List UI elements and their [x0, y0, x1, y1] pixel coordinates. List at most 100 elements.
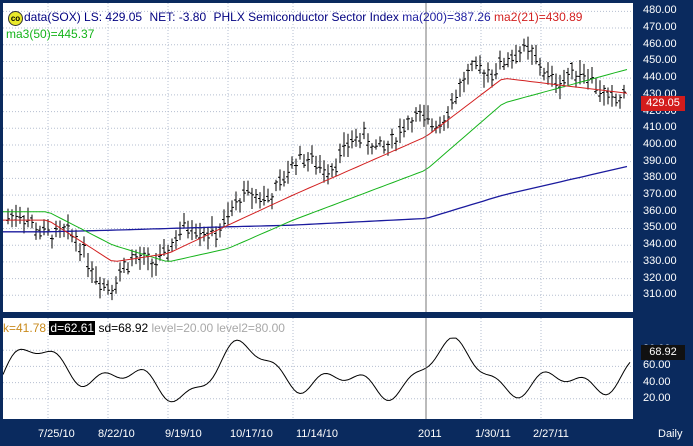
- ohlc-bar: [30, 214, 34, 229]
- price-tick-label: 370.00: [643, 188, 677, 201]
- ohlc-bar: [198, 222, 202, 247]
- ma50-line: [3, 69, 628, 262]
- ohlc-bar: [458, 78, 462, 97]
- price-gridlines: [3, 3, 633, 312]
- ohlc-bar: [354, 128, 358, 147]
- price-chart-svg[interactable]: [3, 3, 633, 312]
- ohlc-bar: [462, 71, 466, 93]
- ohlc-bar: [326, 164, 330, 185]
- ohlc-bar: [130, 249, 134, 267]
- ohlc-bar: [126, 262, 130, 275]
- oscillator-gridlines: [3, 318, 633, 419]
- oscillator-chart-svg[interactable]: [3, 318, 633, 419]
- ohlc-bar: [66, 214, 70, 240]
- ohlc-bar: [562, 69, 566, 88]
- ohlc-bar: [426, 105, 430, 125]
- ohlc-bar: [346, 133, 350, 158]
- ohlc-bar: [382, 140, 386, 154]
- price-pane[interactable]: co data(SOX) LS: 429.05 NET: -3.80 PHLX …: [3, 3, 633, 312]
- ohlc-bar: [534, 44, 538, 65]
- osc-tick-label: 20.00: [643, 391, 671, 404]
- date-tick-label: 11/14/10: [296, 428, 339, 440]
- price-header: data(SOX) LS: 429.05 NET: -3.80 PHLX Sem…: [24, 10, 582, 24]
- ohlc-bar: [54, 220, 58, 238]
- net-label: NET: -3.80: [149, 10, 207, 24]
- ohlc-bar: [118, 262, 122, 282]
- timeframe-label[interactable]: Daily: [658, 428, 683, 440]
- price-tick-label: 320.00: [643, 271, 677, 284]
- date-tick-label: 9/19/10: [165, 428, 202, 440]
- date-tick-label: 2011: [418, 428, 442, 440]
- ohlc-bar: [390, 128, 394, 149]
- ohlc-bar: [366, 133, 370, 155]
- ohlc-bar: [138, 246, 142, 270]
- ohlc-bar: [74, 229, 78, 252]
- ohlc-bar: [394, 137, 398, 152]
- price-tick-label: 480.00: [643, 4, 677, 17]
- ohlc-bar: [602, 85, 606, 106]
- ohlc-bar: [570, 62, 574, 80]
- price-tick-label: 470.00: [643, 21, 677, 34]
- last-price-tag: 429.05: [641, 96, 685, 111]
- ohlc-bar: [242, 180, 246, 202]
- ohlc-bar: [318, 155, 322, 174]
- price-tick-label: 440.00: [643, 71, 677, 84]
- ohlc-bar: [578, 60, 582, 85]
- ohlc-bar: [18, 206, 22, 224]
- ohlc-bar: [250, 187, 254, 209]
- ohlc-bar: [174, 230, 178, 249]
- price-tick-label: 400.00: [643, 137, 677, 150]
- ohlc-bar: [206, 226, 210, 250]
- ohlc-bar: [594, 77, 598, 94]
- ohlc-bar: [582, 63, 586, 84]
- level2-label: level2=80.00: [216, 321, 285, 335]
- ohlc-bar: [202, 226, 206, 242]
- ohlc-bar: [142, 247, 146, 265]
- ohlc-bar: [274, 179, 278, 192]
- ohlc-bar: [486, 62, 490, 83]
- sd-label: sd=68.92: [98, 321, 149, 335]
- symbol-icon[interactable]: co: [8, 11, 23, 26]
- ohlc-bar: [214, 226, 218, 248]
- price-bars: [6, 36, 626, 301]
- ohlc-bar: [322, 160, 326, 183]
- ohlc-bar: [546, 62, 550, 85]
- ohlc-bar: [518, 46, 522, 63]
- ohlc-bar: [286, 160, 290, 184]
- ohlc-bar: [154, 253, 158, 276]
- ohlc-bar: [270, 193, 274, 210]
- ohlc-bar: [334, 158, 338, 177]
- ohlc-bar: [526, 36, 530, 60]
- ohlc-bar: [498, 50, 502, 70]
- ohlc-bar: [482, 69, 486, 88]
- ohlc-bar: [370, 143, 374, 155]
- ohlc-bar: [94, 266, 98, 285]
- ohlc-bar: [218, 223, 222, 238]
- ohlc-bar: [566, 67, 570, 86]
- ohlc-bar: [222, 209, 226, 228]
- price-tick-label: 450.00: [643, 54, 677, 67]
- ma21-label: ma2(21)=430.89: [494, 10, 583, 24]
- oscillator-pane[interactable]: k=41.78 d=62.61 sd=68.92 level=20.00 lev…: [3, 318, 633, 419]
- ohlc-bar: [178, 221, 182, 241]
- ohlc-bar: [490, 69, 494, 88]
- date-tick-label: 7/25/10: [38, 428, 75, 440]
- k-label: k=41.78: [3, 321, 47, 335]
- ohlc-bar: [622, 84, 626, 99]
- ohlc-bar: [398, 118, 402, 144]
- ohlc-bar: [450, 92, 454, 110]
- date-tick-label: 10/17/10: [230, 428, 273, 440]
- ohlc-bar: [402, 119, 406, 138]
- ohlc-bar: [342, 132, 346, 157]
- ohlc-bar: [254, 189, 258, 204]
- ohlc-bar: [474, 56, 478, 70]
- oscillator-header: k=41.78 d=62.61 sd=68.92 level=20.00 lev…: [3, 321, 285, 335]
- ma21-line: [3, 78, 628, 262]
- ohlc-bar: [234, 191, 238, 211]
- date-tick-label: 2/27/11: [533, 428, 569, 440]
- ohlc-bar: [42, 219, 46, 236]
- ohlc-bar: [294, 158, 298, 175]
- ohlc-bar: [114, 276, 118, 294]
- price-tick-label: 330.00: [643, 254, 677, 267]
